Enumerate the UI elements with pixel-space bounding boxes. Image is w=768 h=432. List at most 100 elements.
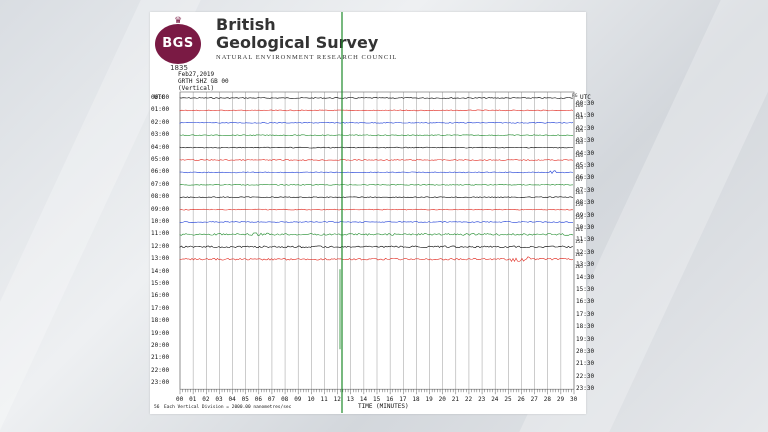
minute-tick-label: 15 <box>373 396 381 403</box>
hour-label-right: 16:30 <box>576 298 595 306</box>
hour-label-left: 01:00 <box>151 106 170 114</box>
hour-label-left: 12:00 <box>151 242 170 250</box>
bgs-logo: ♛ BGS 1835 <box>153 14 207 76</box>
minute-tick-label: 25 <box>504 396 512 403</box>
hour-label-left: 21:00 <box>151 354 170 362</box>
logo-year: 1835 <box>170 64 188 72</box>
footer-mark: 56 <box>154 405 160 410</box>
seismic-trace <box>179 208 574 211</box>
seismic-trace <box>179 256 574 263</box>
hour-label-left: 14:00 <box>151 267 170 275</box>
minute-tick-label: 24 <box>491 396 499 403</box>
seismic-trace <box>179 97 574 99</box>
minute-tick-label: 29 <box>556 396 565 403</box>
minute-tick-label: 09 <box>294 396 302 403</box>
seismogram-panel: ♛ BGS 1835 British Geological Survey NAT… <box>150 12 594 414</box>
utc-left-header: UTC <box>154 94 165 101</box>
org-line-2: Geological Survey <box>216 33 379 52</box>
minute-tick-label: 27 <box>530 396 538 403</box>
minute-tick-label: 04 <box>228 396 236 403</box>
hour-label-right: 10:30 <box>576 224 595 231</box>
hour-label-left: 20:00 <box>151 342 170 349</box>
seismic-trace <box>179 221 574 223</box>
hour-label-left: 08:00 <box>151 193 170 201</box>
organization-subtitle: NATURAL ENVIRONMENT RESEARCH COUNCIL <box>216 54 398 61</box>
hour-label-left: 10:00 <box>151 218 170 225</box>
minute-tick-label: 12 <box>333 396 341 403</box>
hour-label-left: 00:00 <box>151 94 170 101</box>
range-value: 166 <box>575 153 584 159</box>
hour-label-left: 02:00 <box>151 118 170 126</box>
range-value: 163 <box>575 116 584 122</box>
seismogram-plot <box>179 12 575 413</box>
minute-tick-label: 22 <box>464 396 473 403</box>
range-value: 167 <box>575 178 584 184</box>
hour-label-left: 13:00 <box>151 255 170 263</box>
minute-tick-label: 30 <box>570 396 578 403</box>
logo-text: BGS <box>155 24 201 64</box>
org-line-1: British <box>216 15 276 34</box>
seismic-trace <box>179 232 574 236</box>
component-label: (Vertical) <box>178 85 215 92</box>
hour-label-left: 07:00 <box>151 180 170 188</box>
seismic-trace <box>179 184 574 186</box>
hour-label-right: 19:30 <box>576 335 595 343</box>
hour-label-right: 18:30 <box>576 323 595 331</box>
range-value: 156 <box>575 215 584 221</box>
hour-label-right: 22:30 <box>576 372 595 380</box>
hour-label-right: 14:30 <box>576 273 595 281</box>
minute-tick-label: 18 <box>412 396 420 403</box>
seismic-trace <box>179 245 574 249</box>
hour-label-left: 23:00 <box>151 379 170 387</box>
seismic-trace <box>179 170 574 174</box>
hour-label-right: 02:30 <box>576 124 595 132</box>
hour-label-right: 17:30 <box>576 310 595 318</box>
seismic-trace <box>179 109 574 112</box>
range-value: 156 <box>575 203 584 209</box>
hour-label-left: 19:00 <box>151 329 170 337</box>
hour-label-right: 15:30 <box>576 286 595 293</box>
minute-tick-label: 02 <box>202 396 210 403</box>
hour-label-left: 15:00 <box>151 280 170 287</box>
utc-right-header: UTC <box>580 94 591 101</box>
range-value: 165 <box>575 265 584 271</box>
range-value: 164 <box>575 166 584 171</box>
hour-label-right: 07:30 <box>576 186 595 194</box>
hour-label-left: 05:00 <box>151 156 170 163</box>
minute-tick-label: 11 <box>320 396 328 403</box>
hour-label-right: 09:30 <box>576 211 595 219</box>
range-value: 166 <box>575 104 584 109</box>
hour-label-left: 22:00 <box>151 366 170 374</box>
minute-tick-label: 17 <box>399 396 407 403</box>
station-code: GRTH SHZ GB 00 <box>178 78 229 85</box>
minute-tick-label: 21 <box>451 396 460 403</box>
minute-tick-label: 20 <box>438 396 446 403</box>
hour-label-left: 09:00 <box>151 205 170 213</box>
seismic-trace <box>179 134 574 136</box>
seismic-trace <box>179 196 574 198</box>
minute-tick-label: 10 <box>307 396 315 403</box>
seismic-trace <box>179 146 574 149</box>
hour-label-right: 12:30 <box>576 248 595 256</box>
minute-tick-label: 16 <box>386 396 394 403</box>
minute-tick-label: 01 <box>189 396 197 403</box>
hour-label-left: 18:00 <box>151 317 170 325</box>
minute-tick-label: 06 <box>254 396 263 403</box>
range-value: 164 <box>575 128 584 134</box>
hour-label-left: 11:00 <box>151 230 170 238</box>
hour-label-left: 06:00 <box>151 168 170 176</box>
minute-tick-label: 07 <box>267 396 276 403</box>
range-value: 162 <box>575 252 584 258</box>
minute-tick-label: 19 <box>425 396 433 403</box>
hour-label-right: 04:30 <box>576 149 595 157</box>
hour-label-right: 13:30 <box>576 261 595 269</box>
minute-tick-label: 13 <box>346 396 354 403</box>
minute-tick-label: 14 <box>359 396 368 403</box>
hour-label-left: 04:00 <box>151 143 170 151</box>
hour-label-right: 01:30 <box>576 112 595 120</box>
hour-label-right: 11:30 <box>576 236 595 244</box>
range-header: RG <box>572 94 578 99</box>
hour-label-left: 16:00 <box>151 292 170 300</box>
range-value: 161 <box>575 228 584 233</box>
hour-label-right: 05:30 <box>576 162 595 169</box>
